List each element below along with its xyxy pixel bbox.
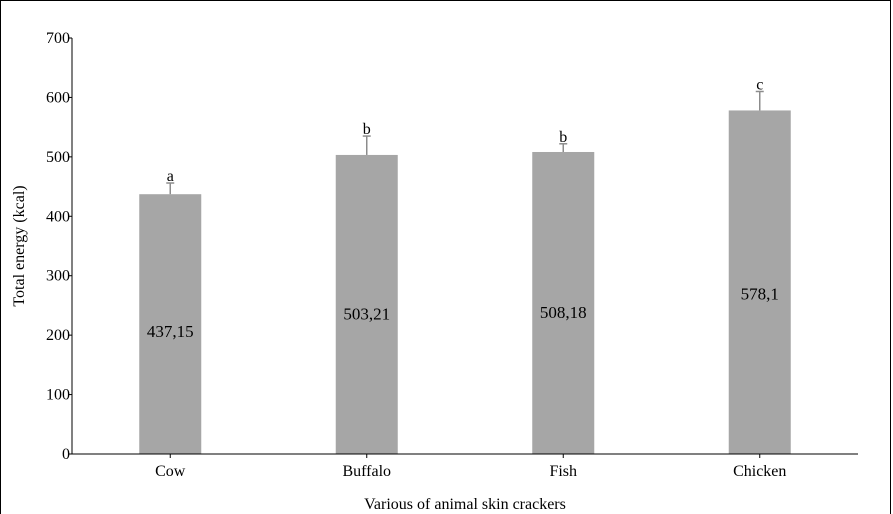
data-label: 578,1 [741, 284, 779, 303]
bar-chicken [728, 110, 791, 455]
bar-cow [139, 194, 202, 454]
x-axis-title: Various of animal skin crackers [364, 496, 566, 513]
y-tick-label: 200 [46, 327, 70, 344]
significance-label: b [559, 129, 567, 146]
bar-fish [532, 151, 595, 454]
x-tick-label: Fish [549, 463, 577, 480]
y-tick-label: 0 [62, 446, 70, 463]
significance-label: b [363, 121, 371, 138]
y-tick-label: 300 [46, 268, 70, 285]
x-tick-label: Chicken [733, 463, 786, 480]
data-label: 508,18 [540, 303, 587, 322]
y-tick-label: 100 [46, 387, 70, 404]
y-tick-label: 600 [46, 89, 70, 106]
x-tick-label: Cow [155, 463, 186, 480]
y-tick-label: 400 [46, 208, 70, 225]
y-tick-label: 500 [46, 149, 70, 166]
bars: a 437,15 b 503,21 b 508,18 c 578,1 [139, 76, 791, 455]
y-axis-ticks: 0 100 200 300 400 500 600 700 [46, 30, 72, 463]
bar-buffalo [335, 154, 398, 455]
data-label: 437,15 [147, 322, 194, 341]
significance-label: c [756, 76, 763, 93]
y-axis-title: Total energy (kcal) [11, 185, 28, 306]
y-tick-label: 700 [46, 30, 70, 47]
x-axis-ticks: Cow Buffalo Fish Chicken [155, 454, 786, 480]
significance-label: a [167, 168, 174, 185]
x-tick-label: Buffalo [342, 463, 391, 480]
data-label: 503,21 [343, 304, 390, 323]
